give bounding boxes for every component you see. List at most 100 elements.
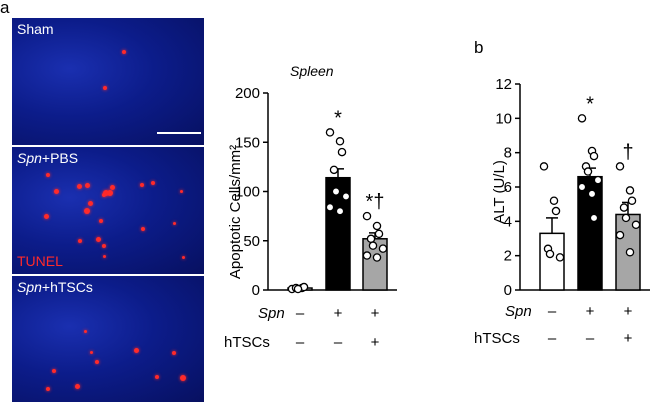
y-tick-label: 100 xyxy=(235,184,260,201)
tunel-positive-cell xyxy=(84,330,87,333)
data-point xyxy=(551,206,561,216)
y-tick-label: 10 xyxy=(495,110,512,127)
htscs-sign: – xyxy=(295,334,305,351)
spn-sign: – xyxy=(547,303,557,320)
data-point xyxy=(331,187,341,196)
data-point xyxy=(619,203,629,212)
spleen-chart-title: Spleen xyxy=(290,63,334,79)
data-point xyxy=(362,251,372,260)
data-point xyxy=(615,162,625,171)
data-point xyxy=(615,230,625,240)
y-tick-label: 50 xyxy=(243,233,260,250)
y-tick-label: 4 xyxy=(504,213,512,230)
data-point xyxy=(589,151,599,161)
tunel-positive-cell xyxy=(77,184,82,189)
tunel-positive-cell xyxy=(99,219,103,223)
htscs-sign: + xyxy=(623,330,633,347)
tunel-positive-cell xyxy=(141,227,145,231)
tunel-positive-cell xyxy=(90,351,93,354)
y-tick-label: 8 xyxy=(504,145,512,162)
alt-y-axis-label: ALT (U/L) xyxy=(491,160,508,224)
tunel-positive-cell xyxy=(88,201,93,206)
panel-b-letter: b xyxy=(474,38,484,57)
tunel-positive-cell xyxy=(46,173,50,177)
tunel-positive-cell xyxy=(84,208,90,214)
data-point xyxy=(325,128,335,137)
data-point xyxy=(325,203,335,212)
scale-bar xyxy=(157,132,201,134)
tunel-positive-cell xyxy=(134,348,139,353)
tunel-positive-cell xyxy=(103,86,107,90)
tunel-positive-cell xyxy=(96,237,101,242)
tunel-positive-cell xyxy=(180,190,183,193)
data-point xyxy=(625,247,635,257)
data-point xyxy=(545,249,555,259)
tunel-positive-cell xyxy=(182,256,185,259)
tunel-positive-cell xyxy=(75,384,80,389)
spn-row-label-1: Spn xyxy=(258,305,285,322)
tunel-positive-cell xyxy=(78,239,82,243)
tunel-positive-cell xyxy=(95,360,99,364)
panel-a-letter: a xyxy=(0,0,10,17)
htscs-sign: + xyxy=(370,334,380,351)
data-point xyxy=(378,244,388,253)
tunel-positive-cell xyxy=(122,50,126,54)
tunel-label: TUNEL xyxy=(17,253,63,269)
data-point xyxy=(337,147,347,157)
spn-sign: + xyxy=(585,303,595,320)
tunel-positive-cell xyxy=(46,387,50,391)
micrograph-spn-pbs-label: Spn+PBS xyxy=(17,150,79,166)
data-point xyxy=(577,114,587,123)
tunel-positive-cell xyxy=(151,181,155,185)
y-tick-label: 150 xyxy=(235,134,260,151)
data-point xyxy=(621,213,631,223)
data-point xyxy=(329,165,339,175)
tunel-positive-cell xyxy=(102,244,106,248)
spn-sign: + xyxy=(370,305,380,322)
data-point xyxy=(366,234,376,244)
htscs-sign: – xyxy=(547,330,557,347)
spn-sign: + xyxy=(623,303,633,320)
htscs-sign: – xyxy=(585,330,595,347)
data-point xyxy=(372,253,382,262)
micrograph-spn-htscs: Spn+hTSCs xyxy=(12,276,204,402)
tunel-positive-cell xyxy=(173,222,176,225)
bar-sham xyxy=(539,232,565,291)
data-point xyxy=(549,196,559,205)
tunel-positive-cell xyxy=(102,193,106,197)
tunel-positive-cell xyxy=(44,214,49,219)
significance-marker: † xyxy=(622,141,633,163)
significance-marker: * xyxy=(586,93,594,115)
data-point xyxy=(335,206,345,216)
y-tick-label: 6 xyxy=(504,179,512,196)
data-point xyxy=(583,167,593,176)
tunel-positive-cell xyxy=(52,369,56,373)
data-point xyxy=(631,220,641,230)
micrograph-spn-pbs: Spn+PBS TUNEL xyxy=(12,147,204,274)
data-point xyxy=(335,137,345,146)
tunel-positive-cell xyxy=(85,183,90,188)
tunel-positive-cell xyxy=(103,190,109,196)
data-point xyxy=(362,211,372,221)
data-point xyxy=(368,241,378,250)
y-tick-label: 2 xyxy=(504,248,512,265)
data-point xyxy=(593,175,603,185)
spleen-chart: Spleen Apoptotic Cells/mm² 050100150200 … xyxy=(227,63,397,299)
data-point xyxy=(589,213,599,223)
y-tick-label: 200 xyxy=(235,85,260,102)
data-point xyxy=(341,192,351,201)
spn-sign: – xyxy=(295,305,305,322)
tunel-positive-cell xyxy=(110,185,115,190)
spleen-y-axis-label: Apoptotic Cells/mm² xyxy=(227,145,244,279)
data-point xyxy=(555,253,565,262)
data-point xyxy=(372,221,382,231)
micrograph-sham-label: Sham xyxy=(17,21,54,37)
spn-row-label-2: Spn xyxy=(505,303,532,320)
y-tick-label: 12 xyxy=(495,76,512,93)
data-point xyxy=(625,186,635,195)
spn-sign: + xyxy=(333,305,343,322)
micrograph-sham: Sham xyxy=(12,18,204,145)
htscs-row-label-1: hTSCs xyxy=(224,334,270,351)
y-tick-label: 0 xyxy=(252,282,260,299)
y-tick-label: 0 xyxy=(504,282,512,299)
